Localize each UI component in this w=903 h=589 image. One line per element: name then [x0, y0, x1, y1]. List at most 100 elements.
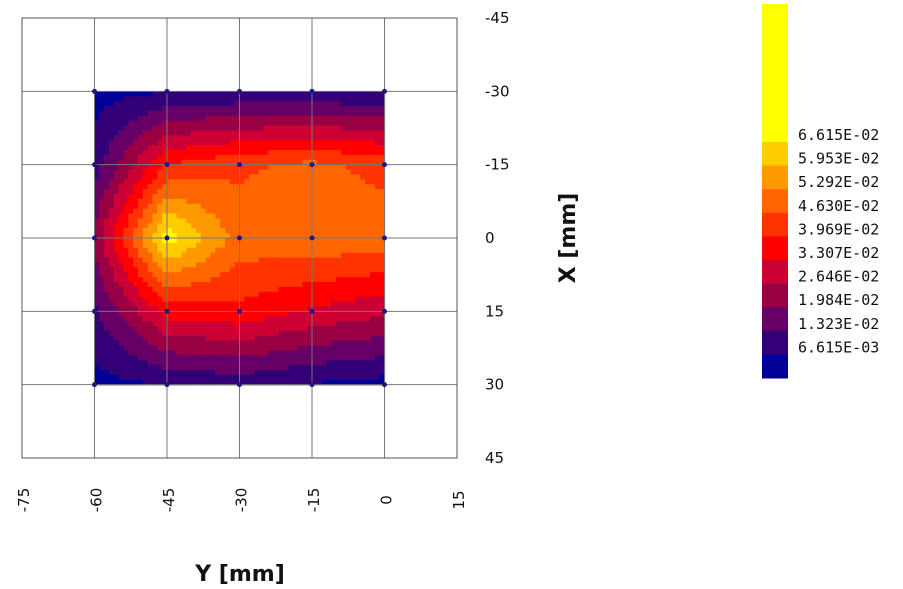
heatmap-cell: [287, 370, 294, 376]
heatmap-cell: [142, 311, 149, 317]
heatmap-cell: [268, 198, 274, 205]
heatmap-cell: [99, 257, 105, 264]
heatmap-cell: [157, 277, 163, 283]
heatmap-cell: [312, 296, 318, 303]
heatmap-cell: [278, 350, 284, 356]
heatmap-cell: [249, 194, 255, 200]
heatmap-cell: [360, 252, 366, 259]
heatmap-cell: [244, 360, 250, 366]
heatmap-cell: [287, 101, 294, 107]
heatmap-cell: [331, 301, 337, 308]
heatmap-cell: [287, 164, 294, 171]
heatmap-cell: [345, 194, 352, 200]
heatmap-cell: [123, 330, 129, 337]
heatmap-cell: [133, 91, 139, 97]
heatmap-cell: [278, 194, 284, 200]
heatmap-cell: [283, 267, 289, 273]
heatmap-cell: [360, 247, 366, 254]
heatmap-cell: [283, 360, 289, 366]
heatmap-cell: [326, 198, 332, 205]
heatmap-cell: [118, 150, 125, 156]
heatmap-cell: [191, 213, 197, 220]
heatmap-cell: [162, 169, 168, 176]
heatmap-cell: [157, 311, 163, 317]
heatmap-cell: [205, 145, 212, 151]
heatmap-cell: [283, 120, 289, 127]
heatmap-cell: [157, 321, 163, 327]
measurement-point: [92, 162, 97, 168]
heatmap-cell: [321, 101, 328, 107]
heatmap-cell: [220, 169, 226, 176]
heatmap-cell: [229, 360, 236, 366]
heatmap-cell: [321, 311, 328, 317]
heatmap-cell: [292, 194, 299, 200]
heatmap-cell: [326, 316, 332, 322]
heatmap-cell: [326, 374, 332, 381]
heatmap-cell: [254, 179, 260, 185]
heatmap-cell: [220, 365, 226, 371]
heatmap-cell: [225, 213, 231, 220]
heatmap-cell: [249, 159, 255, 166]
heatmap-cell: [186, 267, 192, 273]
heatmap-cell: [123, 145, 129, 151]
heatmap-cell: [360, 286, 366, 293]
heatmap-cell: [133, 184, 139, 190]
heatmap-cell: [200, 267, 207, 273]
heatmap-cell: [302, 247, 308, 254]
heatmap-cell: [142, 106, 149, 112]
heatmap-cell: [104, 150, 110, 156]
heatmap-cell: [138, 91, 144, 97]
heatmap-cell: [113, 154, 120, 161]
heatmap-cell: [147, 106, 154, 112]
heatmap-cell: [312, 96, 318, 102]
heatmap-cell: [94, 316, 100, 322]
heatmap-cell: [186, 345, 192, 352]
heatmap-cell: [379, 350, 386, 356]
heatmap-cell: [316, 242, 323, 249]
heatmap-cell: [215, 374, 221, 381]
heatmap-cell: [283, 213, 289, 220]
heatmap-cell: [283, 238, 289, 244]
heatmap-cell: [200, 340, 207, 347]
heatmap-cell: [292, 159, 299, 166]
heatmap-cell: [278, 326, 284, 332]
heatmap-cell: [104, 365, 110, 371]
heatmap-cell: [249, 277, 255, 283]
heatmap-cell: [283, 140, 289, 146]
heatmap-cell: [263, 125, 270, 132]
heatmap-cell: [152, 360, 158, 366]
heatmap-cell: [374, 272, 381, 278]
heatmap-cell: [326, 96, 332, 102]
heatmap-cell: [297, 115, 303, 122]
heatmap-cell: [210, 379, 216, 386]
heatmap-cell: [109, 335, 115, 342]
heatmap-cell: [196, 115, 202, 122]
heatmap-cell: [215, 189, 221, 195]
heatmap-cell: [109, 360, 115, 366]
heatmap-cell: [287, 120, 294, 127]
heatmap-cell: [220, 257, 226, 264]
heatmap-cell: [273, 311, 279, 317]
heatmap-cell: [215, 301, 221, 308]
heatmap-cell: [157, 101, 163, 107]
heatmap-cell: [365, 277, 371, 283]
heatmap-cell: [210, 115, 216, 122]
heatmap-cell: [336, 159, 342, 166]
heatmap-cell: [307, 203, 313, 210]
heatmap-cell: [326, 242, 332, 249]
heatmap-cell: [205, 306, 212, 312]
heatmap-cell: [379, 306, 386, 312]
heatmap-cell: [94, 164, 100, 171]
heatmap-cell: [128, 345, 134, 352]
heatmap-cell: [297, 262, 303, 268]
heatmap-cell: [239, 233, 245, 239]
heatmap-cell: [123, 106, 129, 112]
heatmap-cell: [341, 301, 347, 308]
heatmap-cell: [350, 262, 357, 268]
heatmap-cell: [374, 96, 381, 102]
heatmap-cell: [287, 208, 294, 215]
heatmap-cell: [312, 106, 318, 112]
heatmap-cell: [331, 335, 337, 342]
heatmap-cell: [133, 150, 139, 156]
heatmap-cell: [379, 335, 386, 342]
